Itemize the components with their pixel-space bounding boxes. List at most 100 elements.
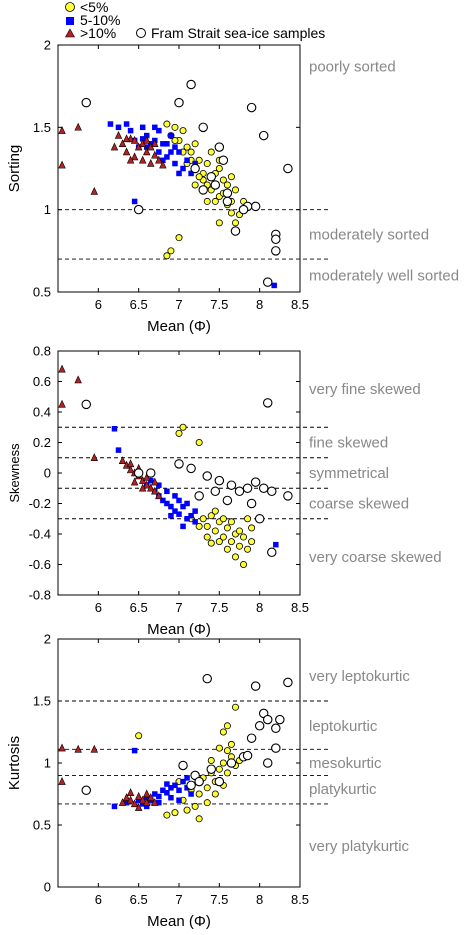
sorting-point-lt5: [171, 137, 179, 145]
sorting-point-5to10: [107, 121, 114, 127]
kurtosis-point-fram: [283, 677, 293, 688]
sorting-point-5to10: [164, 141, 170, 147]
kurtosis-point-gt10: [134, 791, 143, 800]
sorting-point-fram: [174, 97, 184, 108]
skewness-point-lt5: [231, 553, 239, 561]
kurtosis-point-5to10: [176, 797, 182, 803]
kurtosis-point-lt5: [203, 784, 211, 792]
skewness-point-5to10: [160, 497, 166, 504]
sorting-point-gt10: [130, 152, 139, 161]
kurtosis-point-gt10: [118, 798, 127, 806]
sorting-point-lt5: [163, 252, 171, 260]
skewness-point-lt5: [203, 533, 211, 541]
kurtosis-point-5to10: [184, 775, 190, 781]
skewness-y-tick-label: 0.2: [33, 435, 51, 450]
kurtosis-point-fram: [81, 785, 91, 796]
sorting-x-tick-label: 7.5: [210, 297, 228, 312]
skewness-point-5to10: [115, 447, 122, 453]
skewness-y-axis-label: Skewness: [7, 443, 22, 503]
sorting-y-tick-label: 2: [44, 38, 51, 53]
kurtosis-point-gt10: [90, 744, 99, 753]
sorting-panel: poorly sorted moderately sorted moderately…: [6, 38, 459, 336]
kurtosis-point-gt10: [143, 798, 151, 806]
sorting-y-tick-label: 1.5: [33, 120, 51, 135]
sorting-point-lt5: [203, 197, 211, 205]
skewness-annotation-label: very fine skewed: [309, 381, 421, 398]
sorting-point-fram: [271, 234, 281, 245]
sorting-series-gt10: [58, 122, 167, 195]
skewness-series-gt10: [58, 364, 163, 500]
kurtosis-point-fram: [271, 743, 281, 753]
kurtosis-point-lt5: [211, 790, 219, 798]
sorting-point-fram: [198, 122, 208, 133]
skewness-x-axis-label: Mean (Φ): [147, 621, 211, 638]
skewness-point-lt5: [211, 527, 219, 535]
skewness-x-tick-label: 7.5: [210, 600, 228, 615]
kurtosis-point-5to10: [168, 785, 174, 791]
kurtosis-point-gt10: [147, 793, 155, 801]
skewness-point-lt5: [235, 527, 243, 535]
kurtosis-point-5to10: [168, 794, 174, 801]
skewness-annotation-label: fine skewed: [309, 435, 388, 452]
skewness-y-tick-label: 0.4: [33, 405, 51, 420]
sorting-point-5to10: [172, 144, 178, 150]
sorting-point-5to10: [271, 282, 277, 289]
sorting-point-lt5: [215, 219, 223, 227]
kurtosis-panel: very leptokurtic leptokurtic mesokurtic pla…: [6, 632, 410, 931]
skewness-point-fram: [254, 513, 265, 524]
skewness-annotation-label: coarse skewed: [309, 496, 409, 513]
skewness-point-fram: [202, 471, 212, 481]
kurtosis-annotation-label: very platykurtic: [309, 838, 410, 855]
sorting-annotation-label: poorly sorted: [309, 58, 396, 75]
sorting-point-fram: [271, 246, 281, 256]
kurtosis-point-lt5: [219, 728, 227, 736]
kurtosis-point-lt5: [227, 740, 235, 748]
kurtosis-point-5to10: [172, 782, 178, 789]
sorting-point-fram: [222, 196, 233, 207]
legend-marker-lt5: [65, 2, 75, 12]
kurtosis-point-5to10: [164, 790, 170, 796]
skewness-point-fram: [210, 486, 221, 497]
skewness-point-5to10: [192, 519, 198, 525]
kurtosis-point-fram: [206, 764, 217, 774]
kurtosis-y-tick-label: 0: [44, 880, 51, 895]
skewness-point-fram: [194, 491, 204, 501]
kurtosis-point-gt10: [126, 795, 135, 804]
sorting-point-fram: [222, 188, 233, 198]
kurtosis-point-fram: [214, 776, 225, 787]
kurtosis-x-tick-label: 7: [175, 892, 182, 907]
skewness-point-5to10: [180, 503, 186, 510]
sorting-point-gt10: [118, 139, 127, 148]
skewness-point-gt10: [126, 465, 135, 474]
sorting-point-lt5: [215, 164, 223, 172]
skewness-point-fram: [234, 486, 245, 497]
kurtosis-point-fram: [254, 721, 265, 731]
kurtosis-point-lt5: [223, 747, 231, 755]
sorting-y-tick-label: 1: [44, 202, 51, 217]
sorting-y-axis-label: Sorting: [6, 145, 23, 193]
sorting-point-gt10: [151, 150, 159, 159]
skewness-point-gt10: [58, 399, 66, 408]
skewness-point-5to10: [164, 500, 170, 507]
kurtosis-series-5to10: [111, 747, 194, 810]
kurtosis-x-tick-label: 7.5: [210, 892, 228, 907]
kurtosis-point-5to10: [131, 747, 138, 754]
sorting-point-gt10: [110, 142, 119, 151]
kurtosis-point-fram: [178, 760, 188, 771]
kurtosis-annotation-label: very leptokurtic: [309, 668, 410, 685]
skewness-point-lt5: [244, 545, 252, 553]
skewness-point-5to10: [176, 497, 182, 504]
skewness-point-lt5: [195, 522, 203, 530]
sorting-point-5to10: [139, 136, 146, 142]
kurtosis-point-fram: [275, 714, 285, 725]
sorting-point-5to10: [143, 144, 150, 150]
skewness-point-gt10: [126, 459, 135, 468]
kurtosis-point-5to10: [143, 803, 150, 810]
kurtosis-point-lt5: [183, 806, 191, 814]
sorting-point-5to10: [139, 124, 146, 131]
skewness-point-lt5: [215, 538, 223, 546]
skewness-point-lt5: [179, 423, 187, 431]
sorting-point-fram: [238, 204, 249, 215]
sorting-point-lt5: [231, 219, 239, 227]
sorting-point-5to10: [184, 157, 190, 164]
